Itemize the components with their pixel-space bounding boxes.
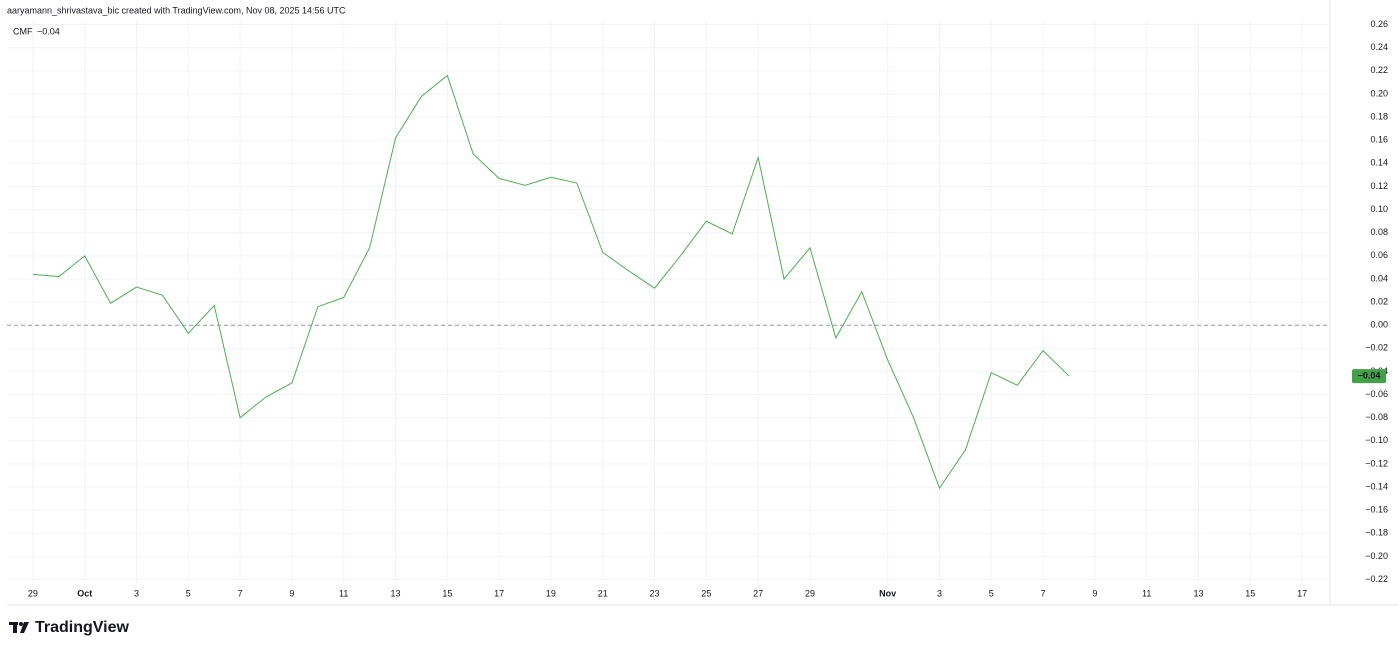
legend-value: −0.04 (37, 26, 60, 36)
last-value-badge (1352, 369, 1386, 384)
x-tick-label: 11 (1142, 588, 1151, 598)
x-tick-label: 13 (1193, 588, 1203, 598)
x-tick-label: 17 (1297, 588, 1307, 598)
x-tick-label: 29 (805, 588, 815, 598)
y-tick-label: 0.12 (1370, 181, 1388, 191)
brand-name: TradingView (35, 619, 130, 636)
y-tick-label: −0.06 (1365, 389, 1388, 399)
x-tick-label: 7 (238, 588, 243, 598)
x-tick-label: 17 (494, 588, 504, 598)
header-text: aaryamann_shrivastava_bic created with T… (7, 5, 346, 15)
x-tick-label: 23 (650, 588, 660, 598)
y-tick-label: 0.20 (1370, 88, 1388, 98)
y-tick-label: 0.00 (1370, 320, 1388, 330)
y-tick-label: 0.08 (1370, 227, 1388, 237)
y-tick-label: 0.26 (1370, 19, 1388, 29)
x-tick-label: 21 (598, 588, 608, 598)
x-tick-label: Nov (879, 588, 896, 598)
y-tick-label: −0.22 (1365, 574, 1388, 584)
x-tick-label: 15 (1245, 588, 1255, 598)
y-tick-label: −0.16 (1365, 505, 1388, 515)
logo-part (19, 622, 23, 626)
logo-part (13, 622, 17, 633)
cmf-line (32, 74, 1070, 490)
y-tick-label: 0.06 (1370, 250, 1388, 260)
x-tick-label: 3 (937, 588, 942, 598)
x-tick-label: 19 (546, 588, 556, 598)
last-value-label: −0.04 (1358, 370, 1381, 380)
legend-name: CMF (13, 26, 33, 36)
x-tick-label: 3 (134, 588, 139, 598)
logo-part (20, 622, 29, 633)
x-tick-label: 5 (989, 588, 994, 598)
y-tick-label: −0.18 (1365, 528, 1388, 538)
y-tick-label: 0.10 (1370, 204, 1388, 214)
x-tick-label: 15 (442, 588, 452, 598)
x-tick-label: 25 (701, 588, 711, 598)
x-tick-label: 7 (1041, 588, 1046, 598)
y-tick-label: −0.02 (1365, 343, 1388, 353)
y-tick-label: −0.08 (1365, 412, 1388, 422)
x-tick-label: 27 (753, 588, 763, 598)
x-tick-label: 9 (1092, 588, 1097, 598)
x-tick-label: 9 (289, 588, 294, 598)
x-tick-label: 11 (339, 588, 348, 598)
x-tick-label: 29 (28, 588, 38, 598)
y-tick-label: 0.02 (1370, 296, 1388, 306)
y-tick-label: −0.10 (1365, 435, 1388, 445)
y-tick-label: 0.22 (1370, 65, 1388, 75)
y-tick-label: 0.04 (1370, 273, 1388, 283)
y-tick-label: −0.14 (1365, 481, 1388, 491)
x-tick-label: Oct (77, 588, 92, 598)
y-tick-label: 0.18 (1370, 111, 1388, 121)
x-tick-label: 13 (391, 588, 401, 598)
y-tick-label: −0.20 (1365, 551, 1388, 561)
brand-logo (9, 622, 29, 633)
x-tick-label: 5 (186, 588, 191, 598)
y-tick-label: 0.24 (1370, 42, 1388, 52)
y-tick-label: 0.16 (1370, 135, 1388, 145)
y-tick-label: −0.12 (1365, 458, 1388, 468)
y-tick-label: 0.14 (1370, 158, 1388, 168)
